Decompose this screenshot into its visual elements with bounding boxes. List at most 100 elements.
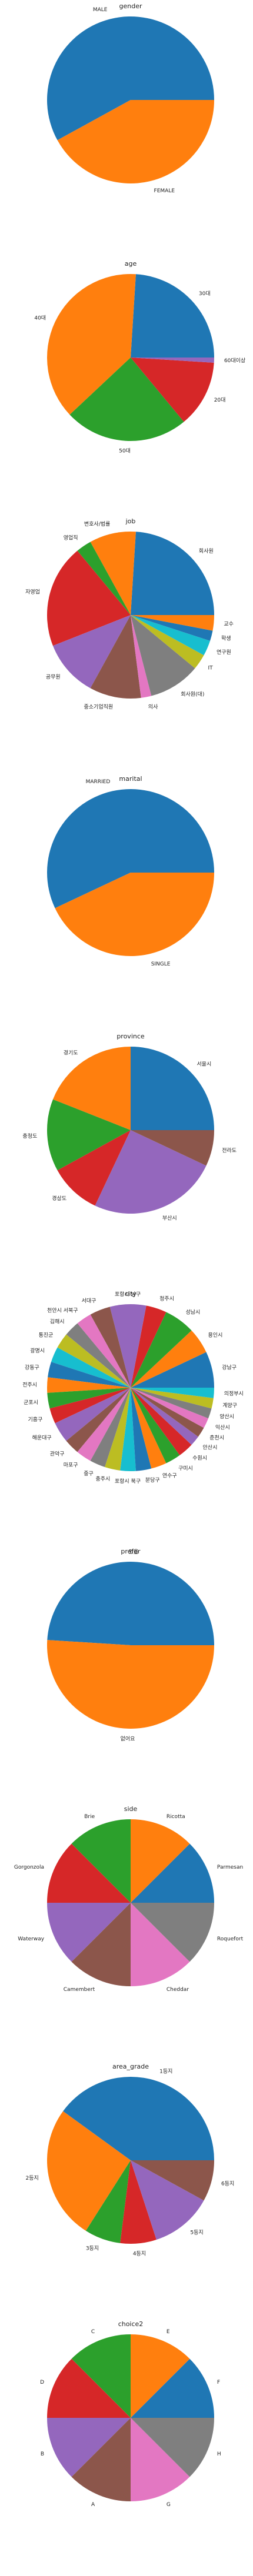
slice-label: 없어요	[121, 1736, 135, 1742]
pie-slice-50대	[69, 358, 184, 442]
slice-label: Gorgonzola	[14, 1865, 44, 1870]
pie-slice-A	[71, 2418, 131, 2501]
pie-slice-40대	[47, 274, 136, 415]
pie-slice-회사원(대)	[131, 615, 195, 696]
slice-label: 서울시	[197, 1061, 211, 1068]
slice-label: 분당구	[145, 1477, 160, 1484]
pie-slice-Gorgonzola	[47, 1843, 131, 1903]
slice-label: 영업직	[64, 534, 78, 541]
pie-slice-5등지	[131, 2160, 204, 2240]
slice-label: 50대	[119, 448, 131, 455]
pie-slice-용인시	[131, 1330, 207, 1388]
slice-label: 군포시	[24, 1399, 38, 1406]
slice-label: 있음	[129, 1548, 139, 1555]
pie-slice-학생	[131, 615, 213, 641]
slice-label: 해운대구	[32, 1435, 52, 1441]
pie-slice-SINGLE	[55, 873, 214, 957]
slice-label: IT	[208, 665, 214, 671]
pie-slice-청주시	[131, 1305, 167, 1388]
slice-label: 경기도	[64, 1049, 78, 1056]
slice-label: 충주시	[95, 1476, 110, 1482]
slice-label: 강남구	[222, 1364, 237, 1371]
pie-slice-경상도	[57, 1130, 131, 1206]
pie-slice-B	[47, 2418, 131, 2477]
slice-label: 관악구	[50, 1450, 65, 1457]
pie-slice-Camembert	[71, 1903, 131, 1986]
slice-label: 변호사/법률	[84, 521, 110, 527]
slice-label: 30대	[199, 290, 211, 297]
chart-title: job	[125, 517, 136, 525]
pie-slice-60대이상	[131, 358, 214, 363]
slice-label: D	[40, 2380, 44, 2385]
slice-label: 중구	[84, 1471, 94, 1477]
slice-label: 6등지	[221, 2181, 234, 2187]
pie-slice-강남구	[131, 1352, 214, 1388]
pie-slice-3등지	[85, 2160, 131, 2243]
slice-label: Camembert	[64, 1987, 95, 1993]
slice-label: C	[91, 2329, 95, 2335]
pie-slice-Parmesan	[131, 1843, 214, 1903]
pie-slice-있음	[47, 1562, 214, 1645]
pie-slice-안산시	[131, 1388, 198, 1445]
chart-title: side	[124, 1805, 138, 1813]
pie-slice-G	[131, 2418, 190, 2501]
pie-slice-Roquefort	[131, 1903, 214, 1962]
chart-title: area_grade	[112, 2063, 149, 2070]
pie-slice-F	[131, 2358, 214, 2418]
slice-label: 김해시	[50, 1318, 65, 1325]
slice-label: 20대	[214, 397, 226, 403]
pie-slice-E	[131, 2334, 190, 2418]
slice-label: 전주시	[22, 1382, 37, 1388]
pie-slice-C	[71, 2334, 131, 2418]
pie-slice-MARRIED	[46, 788, 215, 908]
slice-label: 2등지	[25, 2175, 38, 2181]
pie-chart-choice2: choice2 F E C D B A G H	[40, 2320, 221, 2508]
slice-label: MARRIED	[86, 779, 111, 785]
pie-slice-없어요	[46, 1640, 214, 1729]
slice-label: 익산시	[215, 1424, 230, 1431]
pie-slice-자영업	[47, 550, 131, 646]
slice-label: 통진군	[39, 1332, 54, 1339]
slice-label: 4등지	[133, 2250, 146, 2257]
slice-label: 성남시	[185, 1309, 200, 1315]
pie-chart-side: side Parmesan Ricotta Brie Gorgonzola Waterwa…	[14, 1805, 244, 1993]
slice-label: FEMALE	[154, 188, 175, 194]
pie-slice-6등지	[131, 2160, 214, 2201]
slice-label: 안산시	[203, 1444, 218, 1451]
chart-title: city	[125, 1290, 137, 1298]
pie-slice-수원시	[131, 1388, 192, 1455]
slice-label: 용인시	[208, 1332, 223, 1339]
slice-label: 경상도	[52, 1195, 66, 1202]
pie-slice-4등지	[120, 2160, 157, 2244]
pie-slice-의정부시	[131, 1388, 214, 1398]
pie-slice-FEMALE	[57, 100, 214, 183]
pie-slice-군포시	[47, 1388, 131, 1409]
pie-slice-Waterway	[47, 1903, 131, 1962]
pie-slice-서울시	[131, 1047, 214, 1130]
pie-slice-포항시 남구	[109, 1304, 147, 1388]
slice-label: Parmesan	[217, 1865, 243, 1870]
pie-chart-age: age 30대 40대 50대 20대 60대이상	[34, 260, 245, 455]
pie-slice-H	[131, 2418, 214, 2477]
slice-label: 자영업	[25, 589, 40, 595]
slice-label: 연구원	[217, 649, 231, 656]
pie-slice-통진군	[57, 1334, 131, 1388]
pie-slice-해운대구	[55, 1388, 131, 1441]
pie-slice-1등지	[63, 2076, 215, 2160]
slice-label: B	[41, 2451, 44, 2457]
slice-label: SINGLE	[151, 961, 171, 967]
pie-slice-강동구	[48, 1362, 131, 1388]
slice-label: H	[217, 2451, 221, 2457]
pie-slice-중구	[90, 1388, 131, 1468]
pie-slice-관악구	[66, 1388, 131, 1452]
slice-label: G	[167, 2502, 171, 2508]
pie-slice-김해시	[66, 1323, 131, 1388]
slice-label: 천안시 서북구	[47, 1307, 78, 1314]
slice-label: 전라도	[222, 1148, 237, 1154]
chart-title: choice2	[118, 2320, 144, 2328]
slice-label: 1등지	[159, 2069, 172, 2075]
pie-slice-포항시 북구	[120, 1388, 136, 1471]
slice-label: A	[91, 2502, 95, 2508]
